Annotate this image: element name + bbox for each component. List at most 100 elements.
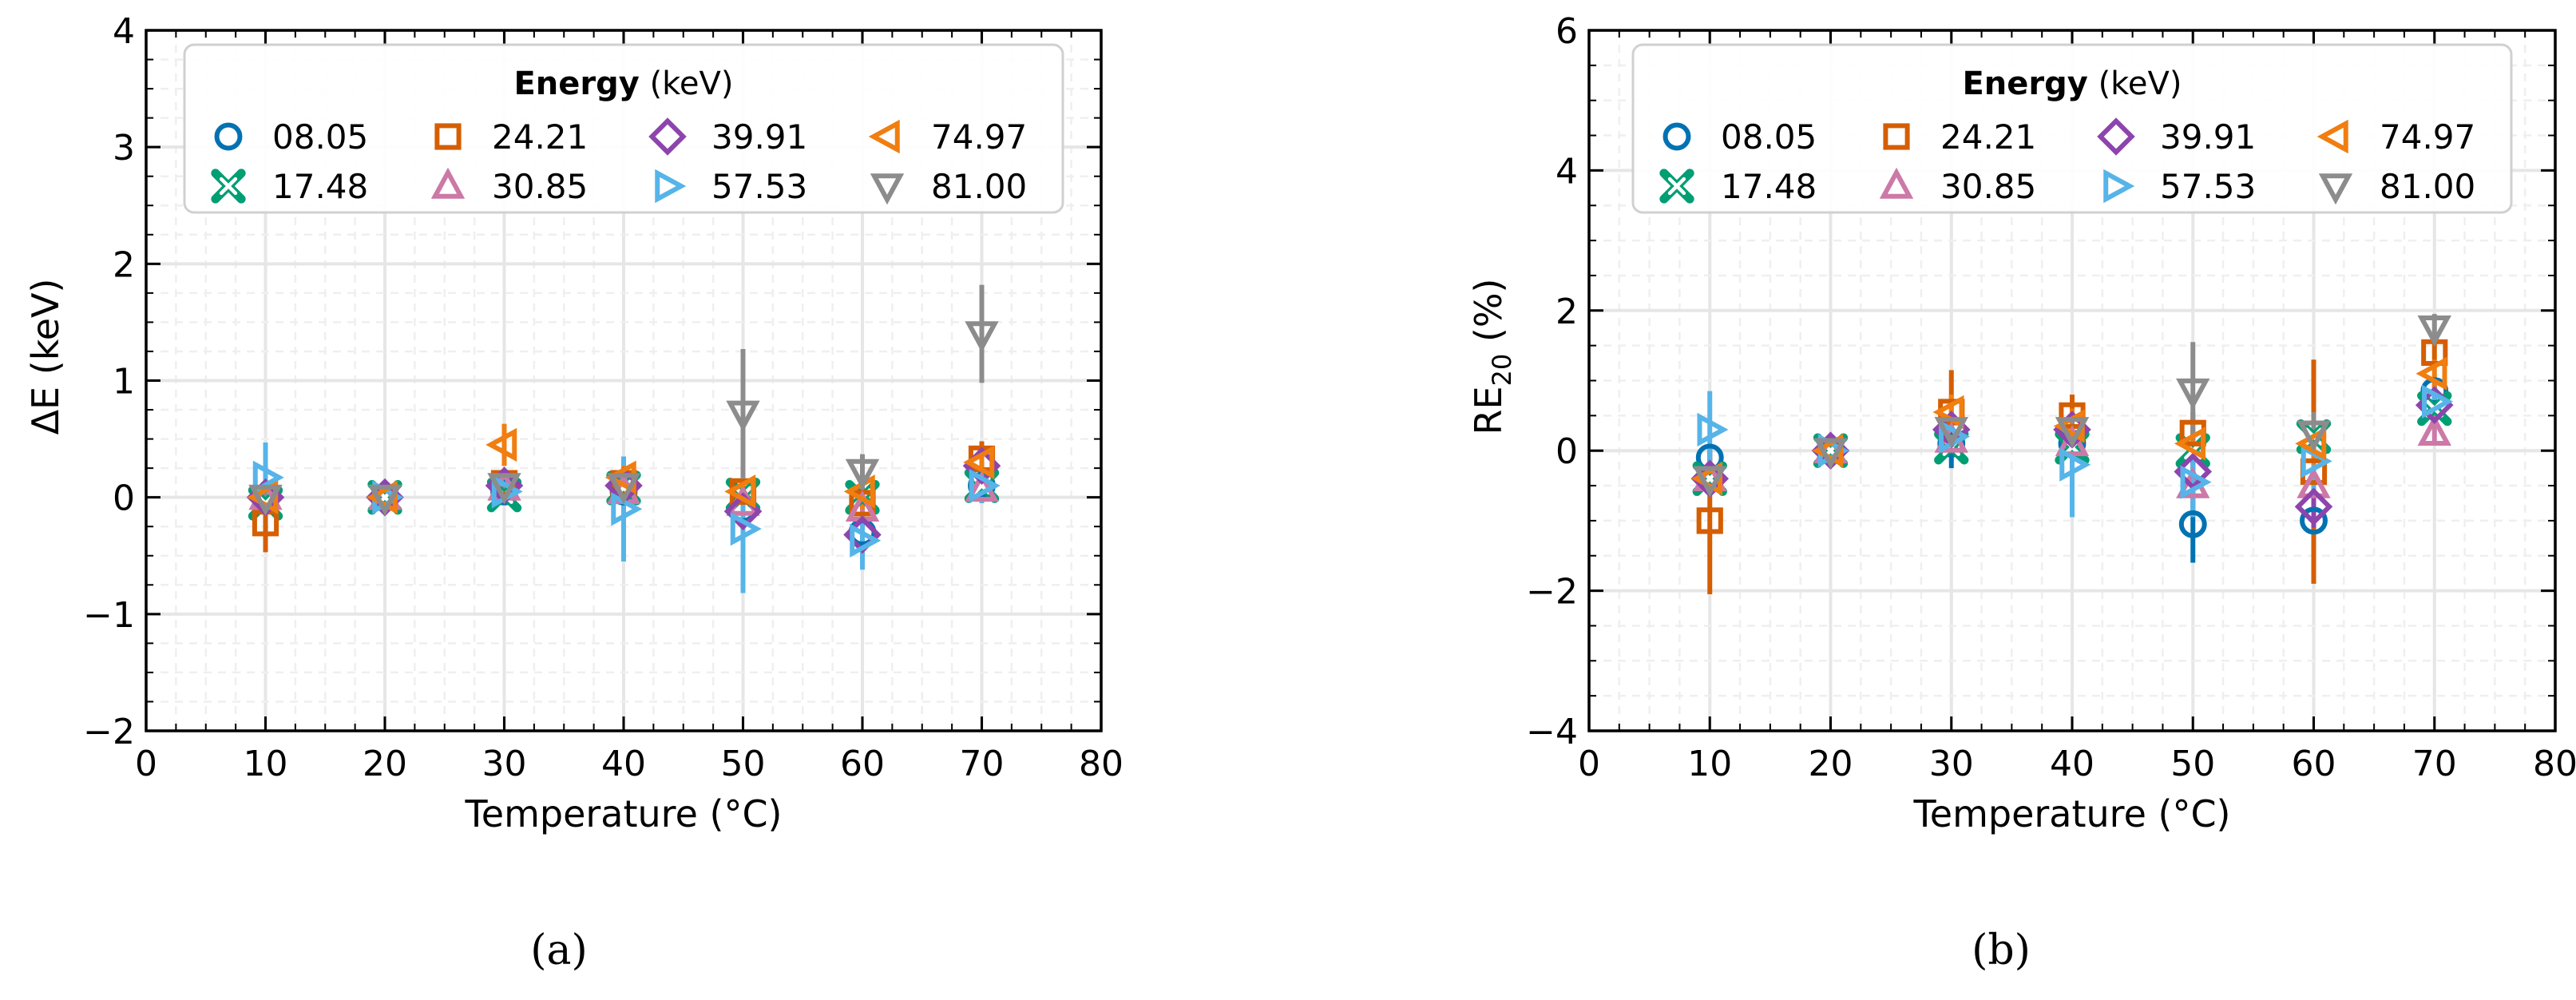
x-tick-label: 0 [1578,744,1600,784]
legend-label: 74.97 [2380,117,2475,157]
legend-label: 39.91 [2160,117,2256,157]
x-tick-label: 80 [1079,744,1124,784]
data-point [2294,487,2333,526]
y-tick-label: −4 [1526,712,1578,752]
y-tick-label: 0 [113,478,135,519]
legend-label: 81.00 [931,167,1027,206]
x-tick-label: 30 [1929,744,1974,784]
data-point [2415,356,2447,391]
x-tick-label: 60 [840,744,885,784]
y-tick-label: −2 [83,712,135,752]
data-point [965,321,999,353]
data-point [252,460,284,495]
legend-label: 17.48 [1721,167,1817,206]
data-point [724,474,756,509]
data-point [2176,378,2210,410]
y-tick-label: 4 [1556,151,1578,192]
y-axis-label: RE20 (%) [1467,279,1517,435]
data-point [2174,427,2205,461]
x-tick-label: 70 [2412,744,2457,784]
data-point [2417,414,2451,446]
x-tick-label: 20 [1809,744,1853,784]
x-tick-label: 40 [601,744,646,784]
data-layer [1690,314,2454,594]
y-tick-label: 3 [113,128,135,169]
x-axis-label: Temperature (°C) [464,792,782,835]
legend-label: 08.05 [272,117,368,157]
y-tick-label: 4 [113,11,135,52]
x-tick-label: 50 [721,744,766,784]
x-tick-label: 30 [482,744,527,784]
data-point [2055,417,2090,449]
legend-marker [211,169,246,204]
legend-label: 57.53 [711,167,807,206]
data-point [606,473,641,505]
chart-panel-a: 0 10 20 30 40 50 60 70 80 −2 −1 0 1 2 3 4 Temperature (°… [24,11,1124,835]
data-point [248,484,283,516]
data-point [1934,417,1968,449]
y-tick-label: 0 [1556,431,1578,472]
legend-label: 08.05 [1721,117,1817,157]
x-tick-label: 10 [1687,744,1732,784]
legend-label: 30.85 [1940,167,2036,206]
legend-marker [2103,169,2135,204]
legend-box [183,43,1064,214]
data-point [1696,507,1723,534]
legend-marker [2318,173,2353,205]
y-tick-label: −1 [83,595,135,636]
x-tick-label: 80 [2533,744,2576,784]
legend-marker [2316,119,2348,154]
data-layer [246,284,1001,593]
data-point [2180,465,2212,499]
legend-marker [430,167,466,199]
data-point [2059,447,2091,482]
x-axis-label: Temperature (°C) [1912,792,2230,835]
y-tick-label: 2 [113,244,135,285]
data-point [485,427,517,462]
y-tick-label: 6 [1556,11,1578,52]
legend-marker [2097,117,2135,156]
legend-label: 30.85 [492,167,588,206]
data-point [850,523,882,558]
data-point [487,473,521,505]
legend-title: Energy (keV) [1962,65,2182,102]
legend-label: 39.91 [711,117,807,157]
x-tick-label: 60 [2292,744,2336,784]
legend-marker [214,122,243,151]
y-tick-label: 1 [113,362,135,403]
data-point [726,400,760,432]
data-point [963,445,995,480]
chart-panel-b: 0 10 20 30 40 50 60 70 80 −4 −2 0 2 4 6 Temperature (°C… [1467,11,2576,835]
caption-b: (b) [1972,927,2031,974]
legend-label: 24.21 [1940,117,2036,157]
legend-label: 17.48 [272,167,368,206]
x-tick-label: 70 [960,744,1005,784]
x-tick-label: 40 [2050,744,2094,784]
legend: Energy (keV) 08.05 17.48 24.21 30.85 39.91 57.… [183,43,1064,214]
legend-marker [868,119,900,154]
legend-marker [1659,169,1694,204]
data-point [730,511,762,546]
y-axis-label: ΔE (keV) [24,279,67,435]
data-point [2295,427,2327,461]
legend-title: Energy (keV) [513,65,733,102]
caption-a: (a) [530,927,588,974]
x-tick-label: 50 [2170,744,2215,784]
x-tick-label: 0 [135,744,157,784]
x-tick-label: 10 [244,744,288,784]
data-point [2301,444,2332,478]
data-point [2297,420,2331,452]
data-point [2178,510,2207,538]
data-point [611,492,643,526]
legend-label: 74.97 [931,117,1027,157]
legend-marker [434,123,462,150]
data-point [367,484,402,516]
data-point [2297,466,2331,498]
data-point [1697,412,1729,447]
data-point [2300,506,2328,535]
legend-label: 57.53 [2160,167,2256,206]
legend-marker [1883,123,1910,150]
legend-label: 24.21 [492,117,588,157]
legend-label: 81.00 [2380,167,2475,206]
data-point [845,458,880,490]
